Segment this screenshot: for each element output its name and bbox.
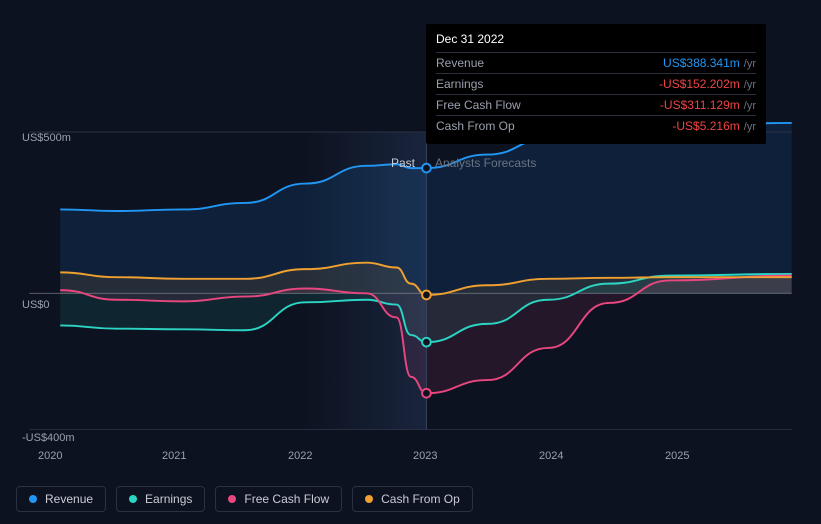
tooltip-row: Free Cash Flow -US$311.129m/yr [436,94,756,115]
legend-item-free-cash-flow[interactable]: Free Cash Flow [215,486,342,512]
legend-label: Earnings [145,492,192,506]
tooltip-row-value: -US$5.216m [672,119,739,133]
legend-label: Free Cash Flow [244,492,329,506]
tooltip-title: Dec 31 2022 [436,32,756,52]
y-axis-label-max: US$500m [22,132,71,144]
tooltip-row-unit: /yr [744,121,756,133]
legend-dot-icon [129,495,137,503]
x-axis-label: 2023 [413,450,437,462]
tooltip-row-unit: /yr [744,79,756,91]
forecast-label: Analysts Forecasts [435,156,536,170]
legend-dot-icon [365,495,373,503]
x-axis-label: 2025 [665,450,689,462]
x-axis-label: 2020 [38,450,62,462]
legend-dot-icon [29,495,37,503]
tooltip-row-label: Free Cash Flow [436,98,521,112]
y-axis-label-min: -US$400m [22,432,75,444]
legend-item-revenue[interactable]: Revenue [16,486,106,512]
legend-item-earnings[interactable]: Earnings [116,486,205,512]
x-axis-label: 2022 [288,450,312,462]
y-axis-label-zero: US$0 [22,299,50,311]
legend-label: Revenue [45,492,93,506]
past-label: Past [391,156,415,170]
tooltip-row: Revenue US$388.341m/yr [436,52,756,73]
legend-label: Cash From Op [381,492,460,506]
chart-tooltip: Dec 31 2022 Revenue US$388.341m/yrEarnin… [426,24,766,144]
x-axis-label: 2021 [162,450,186,462]
legend-dot-icon [228,495,236,503]
x-axis-label: 2024 [539,450,563,462]
tooltip-row-label: Cash From Op [436,119,515,133]
tooltip-row-unit: /yr [744,58,756,70]
legend-item-cash-from-op[interactable]: Cash From Op [352,486,473,512]
tooltip-row: Cash From Op -US$5.216m/yr [436,115,756,136]
financial-chart: US$500m US$0 -US$400m Past Analysts Fore… [16,16,805,508]
tooltip-row-value: -US$152.202m [659,77,740,91]
tooltip-row-unit: /yr [744,100,756,112]
tooltip-row-value: US$388.341m [663,56,740,70]
chart-legend: Revenue Earnings Free Cash Flow Cash From O… [16,486,473,512]
tooltip-row-value: -US$311.129m [660,98,740,112]
tooltip-row-label: Earnings [436,77,483,91]
tooltip-row: Earnings -US$152.202m/yr [436,73,756,94]
tooltip-row-label: Revenue [436,56,484,70]
